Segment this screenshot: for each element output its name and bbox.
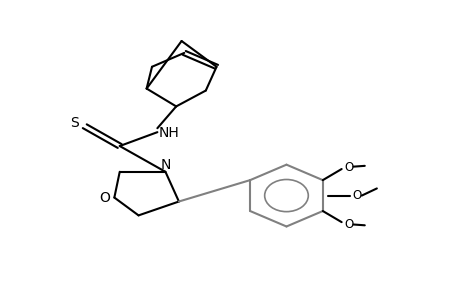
Text: S: S — [69, 116, 78, 130]
Text: O: O — [352, 189, 361, 202]
Text: O: O — [99, 190, 110, 205]
Text: O: O — [343, 160, 353, 173]
Text: NH: NH — [158, 126, 179, 140]
Text: O: O — [343, 218, 353, 231]
Text: N: N — [160, 158, 170, 172]
